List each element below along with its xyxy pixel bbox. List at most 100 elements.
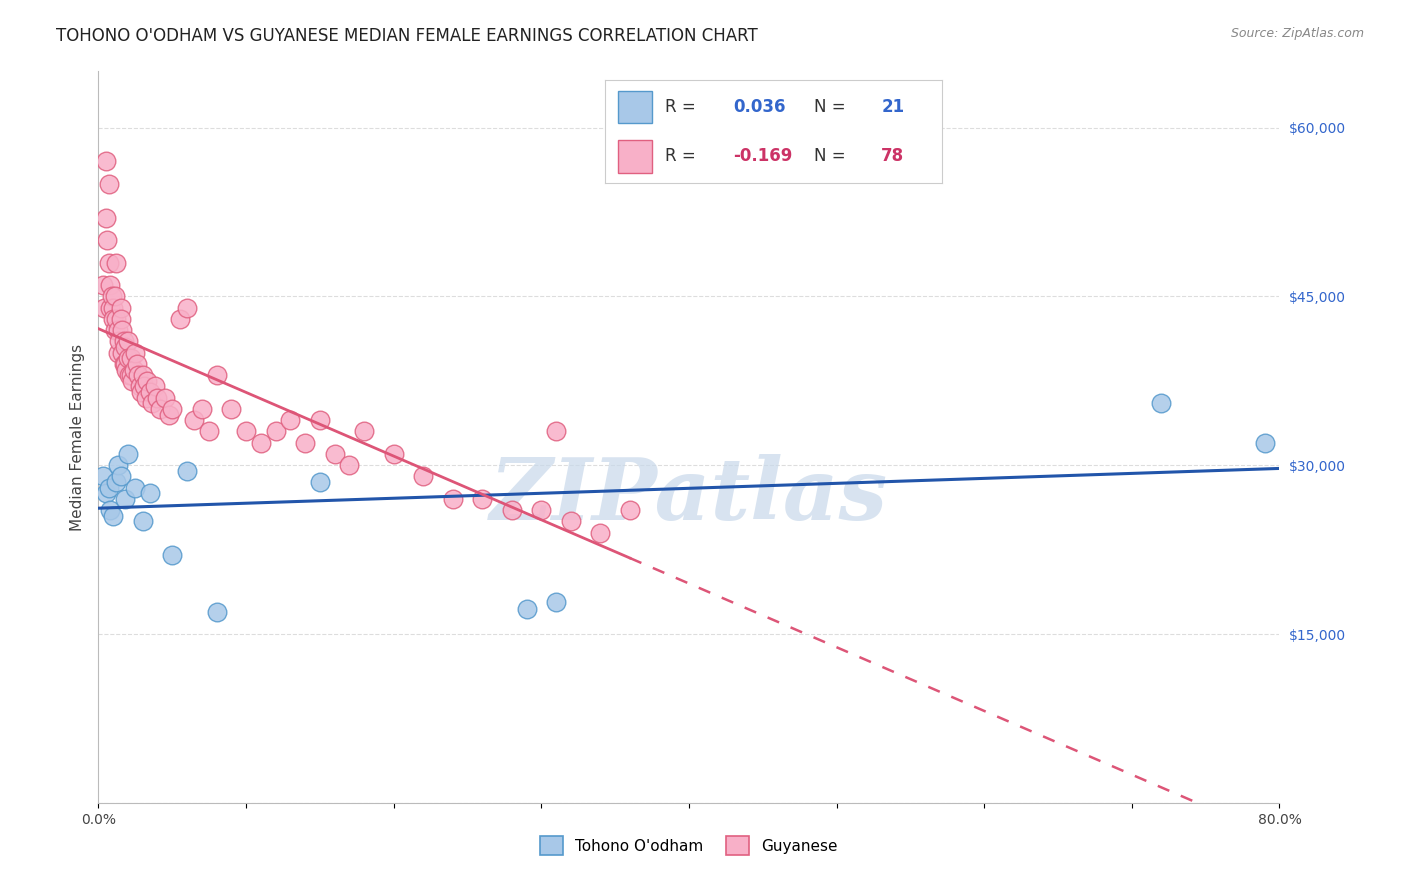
Text: ZIPatlas: ZIPatlas <box>489 454 889 537</box>
Point <box>162 401 183 416</box>
Point <box>198 425 221 439</box>
Point <box>110 469 132 483</box>
Point <box>120 351 142 366</box>
Point <box>105 312 128 326</box>
Point <box>162 548 183 562</box>
Point <box>280 413 302 427</box>
Point <box>412 469 434 483</box>
Point <box>323 447 346 461</box>
Point <box>136 374 159 388</box>
Point <box>191 401 214 416</box>
Point <box>1254 435 1277 450</box>
Point <box>546 425 568 439</box>
Point <box>141 396 163 410</box>
Point <box>108 334 131 349</box>
Point <box>111 323 134 337</box>
Point <box>114 491 136 506</box>
Point <box>107 345 129 359</box>
Point <box>205 605 228 619</box>
Point <box>619 503 641 517</box>
Legend: Tohono O'odham, Guyanese: Tohono O'odham, Guyanese <box>534 830 844 861</box>
Point <box>104 289 127 303</box>
Point <box>104 323 127 337</box>
Point <box>124 345 146 359</box>
Point <box>103 312 125 326</box>
Point <box>97 255 120 269</box>
Text: 21: 21 <box>882 98 904 116</box>
Point <box>235 425 257 439</box>
Point <box>134 379 156 393</box>
Point <box>221 401 243 416</box>
Point <box>516 602 538 616</box>
Point <box>117 334 139 349</box>
Point <box>128 379 150 393</box>
Point <box>546 595 568 609</box>
Point <box>107 323 129 337</box>
Point <box>139 486 162 500</box>
Point <box>309 475 332 489</box>
Point <box>132 368 155 383</box>
Y-axis label: Median Female Earnings: Median Female Earnings <box>69 343 84 531</box>
Text: N =: N = <box>814 147 851 165</box>
Point <box>94 211 117 225</box>
Point <box>111 345 134 359</box>
Text: 0.036: 0.036 <box>733 98 786 116</box>
Point <box>97 177 120 191</box>
Point <box>98 278 121 293</box>
Text: N =: N = <box>814 98 851 116</box>
Point <box>501 503 523 517</box>
Point <box>135 391 157 405</box>
Point <box>560 515 582 529</box>
Point <box>382 447 405 461</box>
Point <box>105 255 128 269</box>
Point <box>250 435 273 450</box>
Point <box>149 401 172 416</box>
Point <box>115 362 138 376</box>
Point <box>205 368 228 383</box>
Point <box>114 357 136 371</box>
Point <box>122 362 145 376</box>
Text: R =: R = <box>665 98 702 116</box>
Point <box>98 301 121 315</box>
Point <box>589 525 612 540</box>
Point <box>264 425 287 439</box>
Point <box>157 408 180 422</box>
Point <box>139 385 162 400</box>
Point <box>117 447 139 461</box>
FancyBboxPatch shape <box>619 91 652 123</box>
Point <box>143 379 166 393</box>
Point <box>110 312 132 326</box>
Point <box>309 413 332 427</box>
Point <box>353 425 375 439</box>
Text: 78: 78 <box>882 147 904 165</box>
Point <box>530 503 553 517</box>
Point <box>94 486 117 500</box>
Text: R =: R = <box>665 147 702 165</box>
Point <box>114 340 136 354</box>
Point <box>121 374 143 388</box>
Point <box>441 491 464 506</box>
Point <box>153 391 176 405</box>
Point <box>110 301 132 315</box>
Text: Source: ZipAtlas.com: Source: ZipAtlas.com <box>1230 27 1364 40</box>
Point <box>105 475 128 489</box>
Point <box>176 464 198 478</box>
Text: TOHONO O'ODHAM VS GUYANESE MEDIAN FEMALE EARNINGS CORRELATION CHART: TOHONO O'ODHAM VS GUYANESE MEDIAN FEMALE… <box>56 27 758 45</box>
Point <box>169 312 191 326</box>
Point <box>146 391 169 405</box>
Point <box>127 368 149 383</box>
Point <box>96 233 118 247</box>
Point <box>118 368 141 383</box>
Point <box>97 481 120 495</box>
Point <box>107 458 129 473</box>
Point <box>132 515 155 529</box>
Point <box>125 357 148 371</box>
Point <box>103 508 125 523</box>
Point <box>112 357 135 371</box>
Point <box>339 458 361 473</box>
Point <box>176 301 198 315</box>
Point <box>117 351 139 366</box>
Point <box>129 385 152 400</box>
Point <box>94 154 117 169</box>
Point <box>294 435 316 450</box>
